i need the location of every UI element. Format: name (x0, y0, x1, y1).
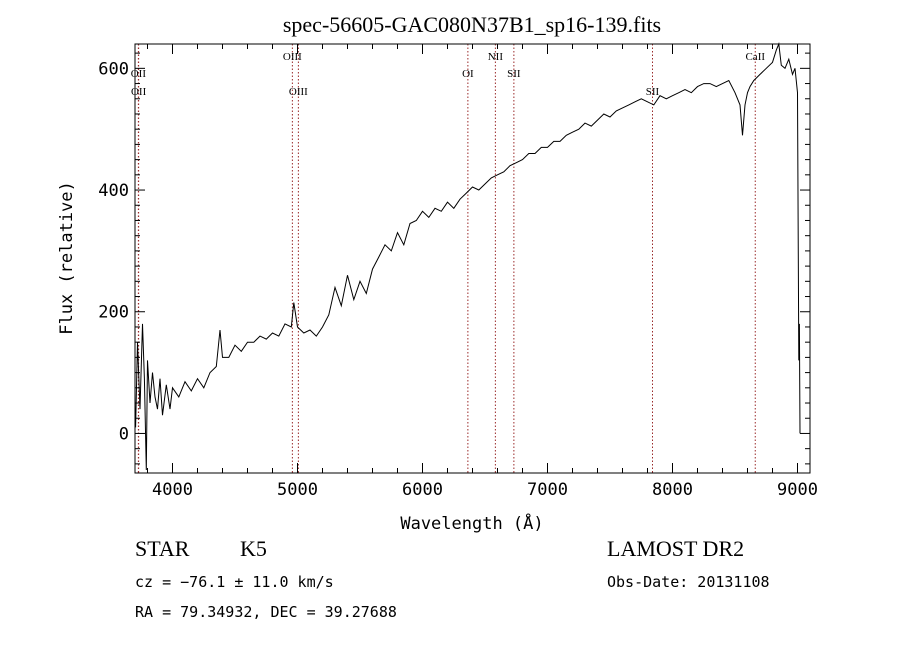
line-marker-label-3: OIII (289, 86, 308, 98)
y-tick-label: 0 (119, 424, 129, 444)
line-marker-label-7: SII (646, 86, 660, 98)
line-marker-label-1: OII (131, 86, 147, 98)
line-marker-label-4: OI (462, 68, 474, 80)
x-axis-label: Wavelength (Å) (400, 512, 543, 534)
y-tick-label: 200 (98, 303, 129, 323)
line-marker-label-5: NII (488, 51, 504, 63)
line-marker-label-8: CaII (745, 51, 765, 63)
axis-ticks: 4000 5000 6000 7000 8000 9000 0 200 400 600 (98, 44, 818, 500)
object-subclass: K5 (240, 536, 267, 561)
chart-title: spec-56605-GAC080N37B1_sp16-139.fits (283, 12, 661, 37)
y-tick-label: 400 (98, 181, 129, 201)
plot-frame (134, 43, 811, 474)
obs-date: Obs-Date: 20131108 (607, 573, 770, 591)
redshift-readout: cz = −76.1 ± 11.0 km/s (135, 573, 334, 591)
survey-name: LAMOST DR2 (607, 536, 745, 561)
line-marker-label-2: OIII (283, 51, 302, 63)
x-tick-label: 8000 (652, 480, 693, 500)
spectrum-series (135, 42, 801, 471)
x-tick-label: 9000 (777, 480, 818, 500)
x-tick-label: 5000 (277, 480, 318, 500)
line-marker-label-6: SII (507, 68, 521, 80)
x-tick-label: 7000 (527, 480, 568, 500)
x-tick-label: 6000 (402, 480, 443, 500)
spectrum-line-0 (135, 42, 801, 471)
coordinates: RA = 79.34932, DEC = 39.27688 (135, 603, 397, 621)
x-tick-label: 4000 (152, 480, 193, 500)
object-class: STAR (135, 536, 190, 561)
y-axis-label: Flux (relative) (57, 181, 77, 335)
y-tick-label: 600 (98, 59, 129, 79)
